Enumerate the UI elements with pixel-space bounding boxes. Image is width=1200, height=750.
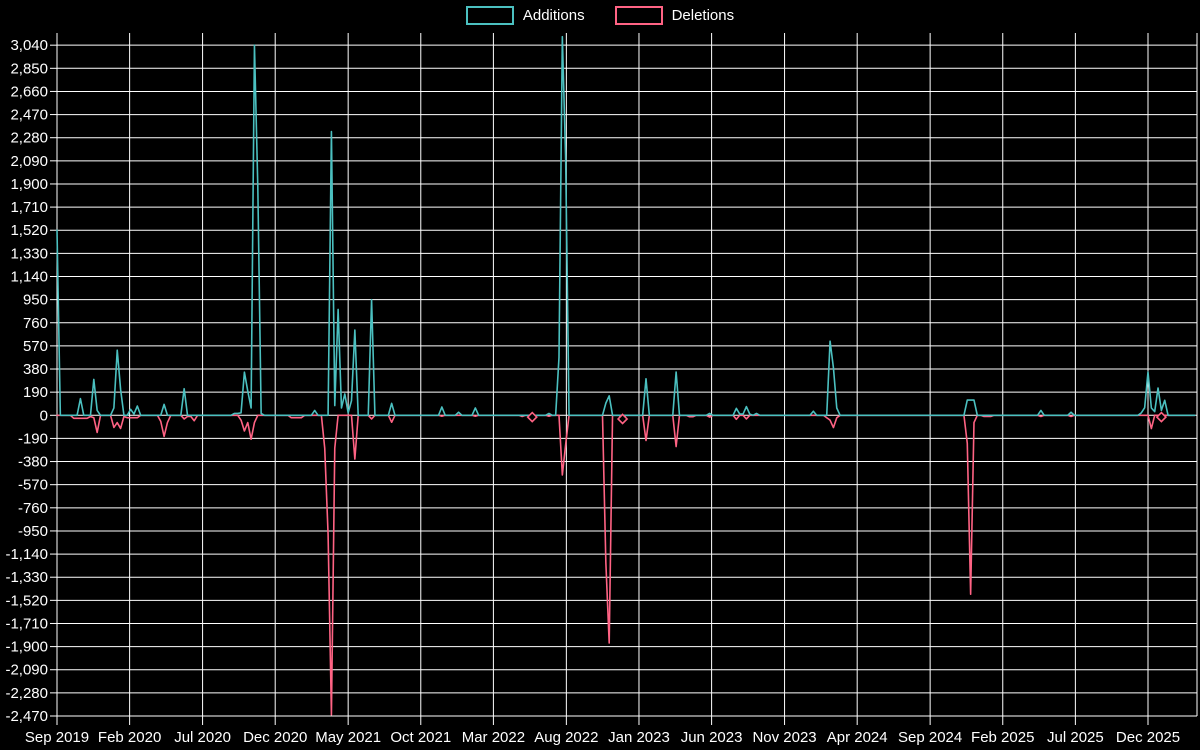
- y-axis-tick-label: -1,140: [5, 546, 48, 563]
- x-axis-tick-label: Aug 2022: [534, 729, 598, 746]
- x-axis-tick-label: Dec 2020: [243, 729, 307, 746]
- x-axis-tick-label: Jul 2025: [1047, 729, 1104, 746]
- y-axis-tick-label: 1,520: [10, 222, 48, 239]
- additions-legend-label: Additions: [522, 7, 585, 24]
- x-axis-tick-label: Jan 2023: [608, 729, 670, 746]
- y-axis-tick-label: -2,470: [5, 708, 48, 725]
- y-axis-tick-label: 570: [23, 338, 48, 355]
- deletions-legend-label: Deletions: [671, 7, 735, 24]
- x-axis-tick-label: Jun 2023: [681, 729, 743, 746]
- additions-swatch-icon: [465, 6, 514, 25]
- x-axis-tick-label: Sep 2019: [25, 729, 89, 746]
- y-axis-tick-label: -950: [18, 523, 48, 540]
- y-axis-tick-label: 3,040: [10, 37, 48, 54]
- y-axis-tick-label: 760: [23, 315, 48, 332]
- y-axis-tick-label: -1,330: [5, 569, 48, 586]
- y-axis-tick-label: 2,660: [10, 83, 48, 100]
- y-axis-tick-label: -2,090: [5, 662, 48, 679]
- x-axis-tick-label: Feb 2025: [971, 729, 1034, 746]
- x-axis-tick-label: Dec 2025: [1116, 729, 1180, 746]
- deletions-swatch-icon: [614, 6, 663, 25]
- x-axis-tick-label: Jul 2020: [174, 729, 231, 746]
- y-axis-tick-label: 2,090: [10, 153, 48, 170]
- x-axis-tick-label: May 2021: [315, 729, 381, 746]
- y-axis-tick-label: 2,850: [10, 60, 48, 77]
- y-axis-tick-label: 950: [23, 292, 48, 309]
- y-axis-tick-label: -1,520: [5, 592, 48, 609]
- y-axis-tick-label: -1,900: [5, 639, 48, 656]
- x-axis-tick-label: Sep 2024: [898, 729, 962, 746]
- y-axis-tick-label: 2,470: [10, 107, 48, 124]
- x-axis-tick-label: Apr 2024: [827, 729, 888, 746]
- y-axis-tick-label: -570: [18, 477, 48, 494]
- y-axis-tick-label: 1,900: [10, 176, 48, 193]
- y-axis-tick-label: 1,140: [10, 268, 48, 285]
- x-axis-tick-label: Nov 2023: [752, 729, 816, 746]
- y-axis-tick-label: -1,710: [5, 615, 48, 632]
- deletions-point-marker-icon: [526, 411, 538, 423]
- y-axis-tick-label: 190: [23, 384, 48, 401]
- y-axis-tick-label: -760: [18, 500, 48, 517]
- x-axis-tick-label: Oct 2021: [390, 729, 451, 746]
- y-axis-tick-label: 380: [23, 361, 48, 378]
- y-axis-tick-label: 2,280: [10, 130, 48, 147]
- deletions-point-marker-icon: [616, 413, 629, 425]
- y-axis-tick-label: -380: [18, 454, 48, 471]
- y-axis-tick-label: -2,280: [5, 685, 48, 702]
- legend-item-additions[interactable]: Additions: [465, 6, 585, 25]
- y-axis-tick-label: 1,710: [10, 199, 48, 216]
- x-axis-tick-label: Feb 2020: [98, 729, 161, 746]
- additions-series-line: [56, 35, 1196, 417]
- deletions-point-marker-icon: [1155, 411, 1168, 423]
- legend-item-deletions[interactable]: Deletions: [614, 6, 735, 25]
- x-axis-tick-label: Mar 2022: [462, 729, 525, 746]
- y-axis-tick-label: -190: [18, 430, 48, 447]
- chart-legend: Additions Deletions: [0, 6, 1200, 25]
- y-axis-tick-label: 1,330: [10, 245, 48, 262]
- y-axis-tick-label: 0: [40, 407, 48, 424]
